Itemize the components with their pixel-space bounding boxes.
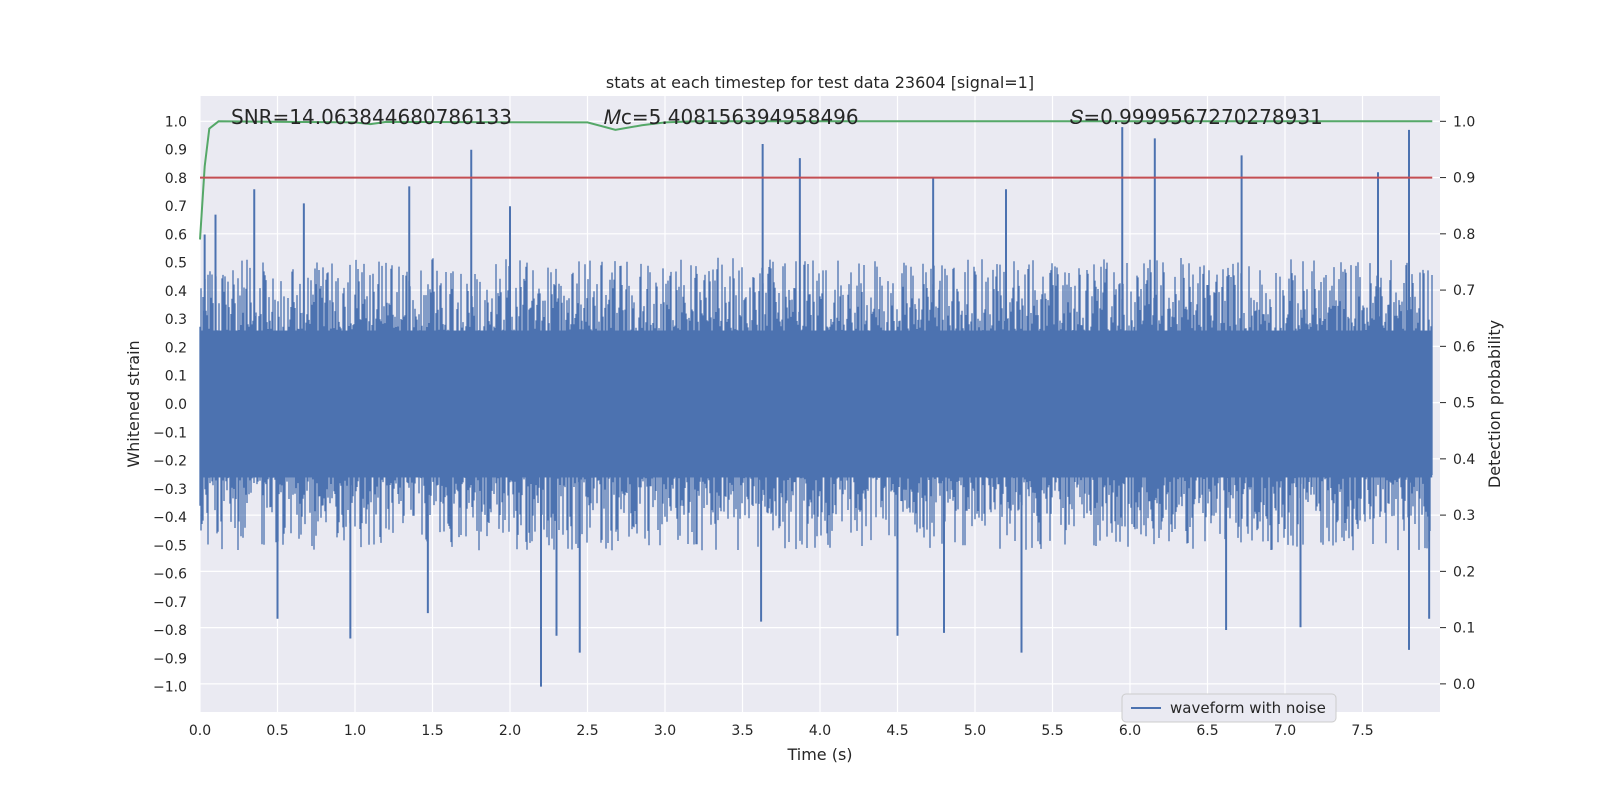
y-tick-label: 0.1 [165,369,187,385]
y2-tick-label: 0.1 [1453,621,1475,637]
x-tick-label: 0.5 [266,723,288,739]
x-tick-label: 7.0 [1274,723,1296,739]
y-tick-label: 0.0 [165,397,187,413]
x-tick-label: 3.5 [731,723,753,739]
x-tick-label: 2.5 [576,723,598,739]
y-tick-label: −0.3 [153,482,187,498]
y-tick-label: −0.2 [153,454,187,470]
y2-axis-label: Detection probability [1485,320,1504,488]
score-annotation: 𝑆=0.9999567270278931 [1070,105,1323,129]
x-tick-label: 5.5 [1041,723,1063,739]
snr-annotation: SNR=14.063844680786133 [231,105,512,129]
probability-series [199,120,1433,240]
y-axis-label: Whitened strain [124,340,143,467]
y-tick-label: −0.4 [153,510,187,526]
x-tick-label: 4.5 [886,723,908,739]
legend-box [1121,693,1337,723]
y2-tick-label: 0.6 [1453,339,1475,355]
x-tick-label: 4.0 [809,723,831,739]
y-tick-label: 0.3 [165,312,187,328]
x-tick-label: 1.5 [421,723,443,739]
y2-tick-label: 0.7 [1453,283,1475,299]
x-tick-label: 7.5 [1351,723,1373,739]
y-tick-label: −0.9 [153,651,187,667]
x-tick-label: 0.0 [189,723,211,739]
y2-tick-label: 1.0 [1453,114,1475,130]
chart-title: stats at each timestep for test data 236… [606,73,1034,92]
x-tick-label: 5.0 [964,723,986,739]
y2-tick-label: 0.5 [1453,396,1475,412]
y-tick-label: 0.2 [165,340,187,356]
y-tick-label: 0.5 [165,256,187,272]
waveform-noise-trace [199,257,1433,551]
chirp-mass-annotation: 𝑀c=5.408156394958496 [604,105,859,129]
y-tick-label: −0.7 [153,595,187,611]
y-tick-label: 0.9 [165,143,187,159]
x-tick-label: 1.0 [344,723,366,739]
y2-axis-ticks: 1.0 0.9 0.8 0.7 0.6 0.5 0.4 0.3 0.2 0.1 0.0 [1440,114,1475,693]
y-tick-label: −0.1 [153,425,187,441]
x-tick-label: 6.0 [1119,723,1141,739]
legend-label: waveform with noise [1170,699,1326,717]
x-tick-label: 2.0 [499,723,521,739]
y-tick-label: −0.5 [153,538,187,554]
y-tick-label: −0.8 [153,623,187,639]
y2-tick-label: 0.3 [1453,508,1475,524]
y-tick-label: 1.0 [165,114,187,130]
y-tick-label: 0.4 [165,284,187,300]
detection-probability-line [199,120,1433,240]
x-axis-label: Time (s) [786,745,852,764]
y2-tick-label: 0.4 [1453,452,1475,468]
x-tick-label: 3.0 [654,723,676,739]
y-axis-ticks: 1.0 0.9 0.8 0.7 0.6 0.5 0.4 0.3 0.2 0.1 0.0 −0.1 −0.… [153,114,187,695]
y2-tick-label: 0.0 [1453,677,1475,693]
y2-tick-label: 0.2 [1453,564,1475,580]
y-tick-label: 0.8 [165,171,187,187]
y-tick-label: 0.7 [165,199,187,215]
y-tick-label: 0.6 [165,227,187,243]
waveform-noise-series [199,127,1433,687]
y-tick-label: −1.0 [153,680,187,696]
legend: waveform with noise [1121,693,1337,723]
y2-tick-label: 0.9 [1453,171,1475,187]
y-tick-label: −0.6 [153,567,187,583]
y2-tick-label: 0.8 [1453,227,1475,243]
x-tick-label: 6.5 [1196,723,1218,739]
x-axis-ticks: 0.0 0.5 1.0 1.5 2.0 2.5 3.0 3.5 4.0 4.5 5.0 5.5 6.0 6… [189,723,1374,739]
